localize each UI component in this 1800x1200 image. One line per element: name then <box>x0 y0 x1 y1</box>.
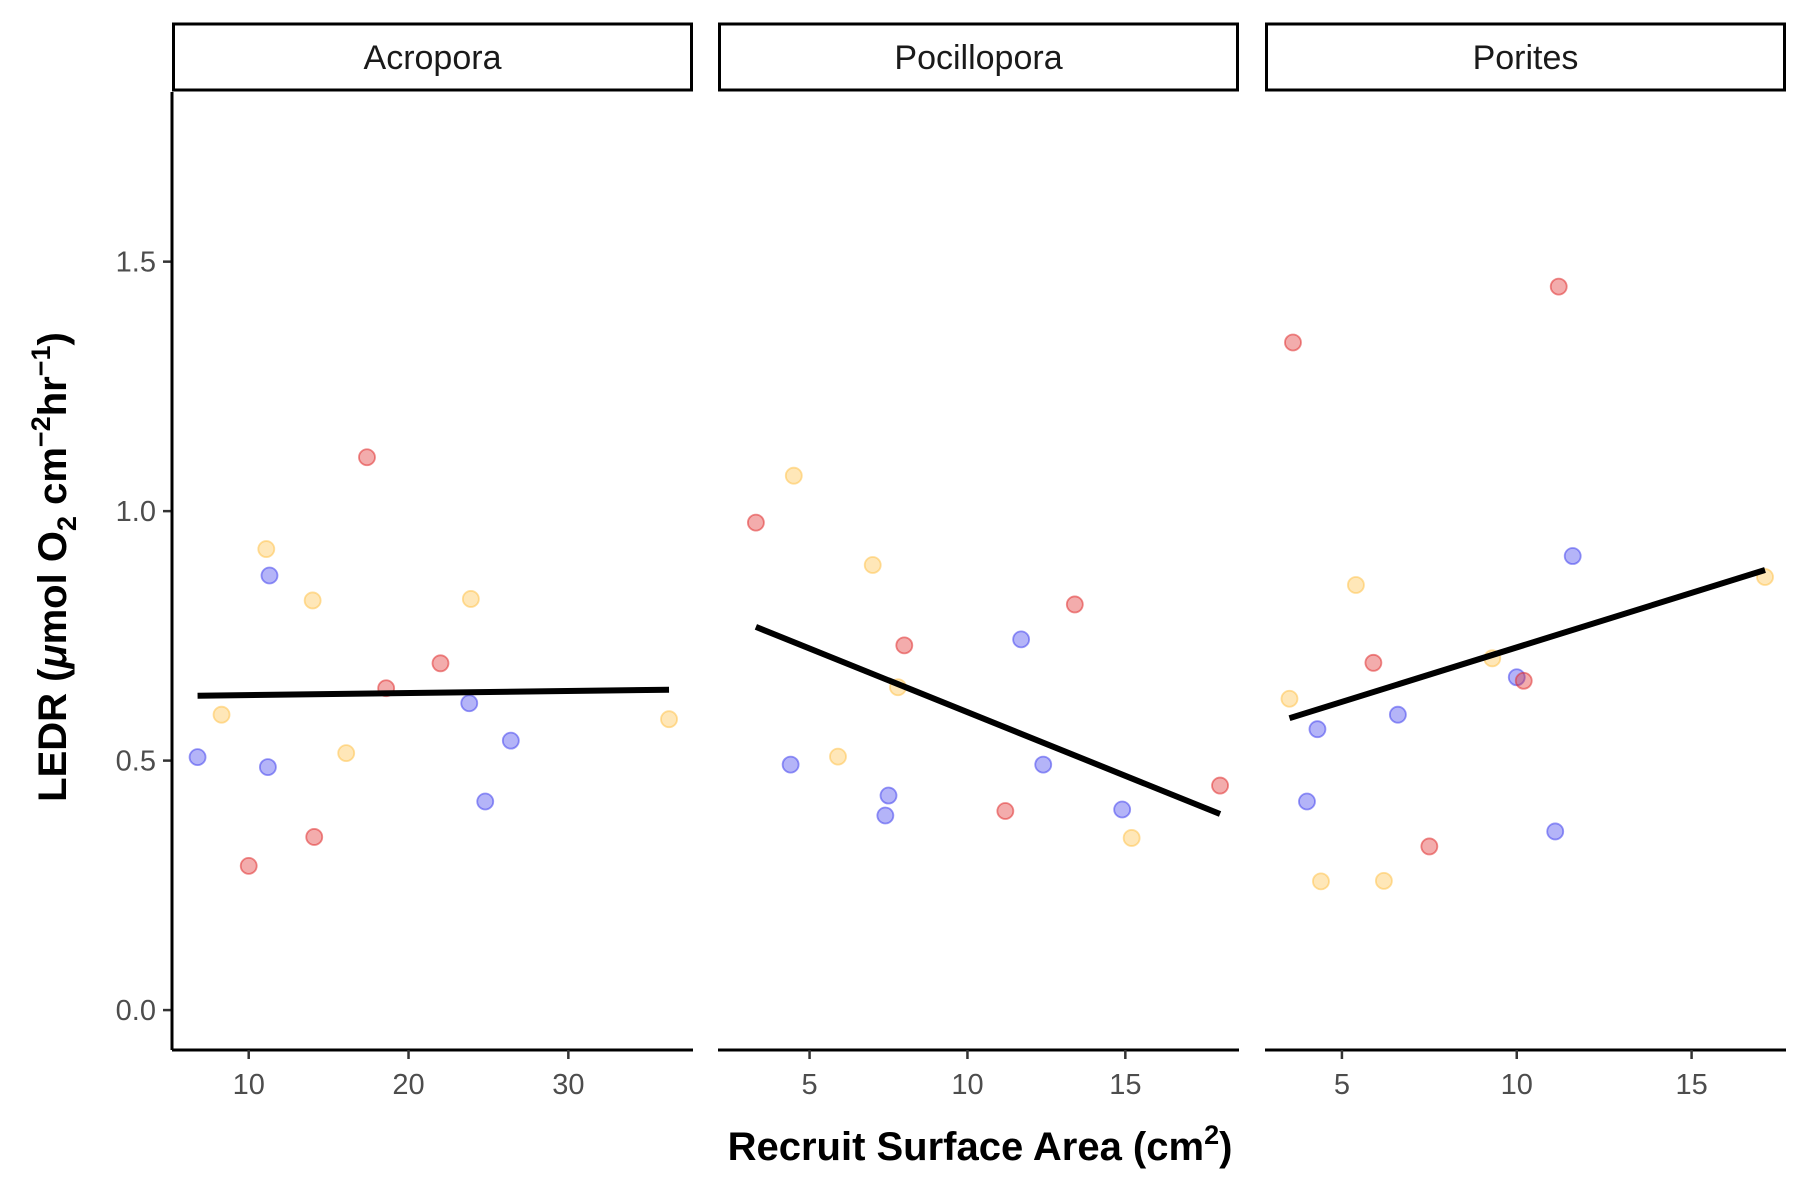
data-point <box>1374 871 1393 890</box>
facet-strip <box>718 22 1239 92</box>
facet-strip-label: Pocillopora <box>894 39 1062 77</box>
facet-panel-pocillopora: Pocillopora 5 10 15 <box>718 22 1239 1101</box>
x-tick-label: 30 <box>552 1069 584 1101</box>
data-point <box>1312 872 1330 891</box>
data-point <box>431 654 450 673</box>
data-point <box>781 755 800 774</box>
x-tick-label: 10 <box>951 1069 983 1101</box>
data-point <box>1514 671 1533 690</box>
facet-panel-acropora: Acropora 10 20 30 <box>172 22 693 1101</box>
data-point <box>212 705 231 724</box>
data-point <box>476 792 495 811</box>
trend-line <box>197 686 670 699</box>
y-tick-label: 1.5 <box>116 247 156 279</box>
data-point <box>303 591 322 610</box>
data-point <box>660 710 678 729</box>
y-tick-label: 1.0 <box>116 496 156 528</box>
x-tick-label: 10 <box>233 1069 265 1101</box>
facet-panels: Acropora 10 20 30 Pocillopora 5 10 15 Porites 5 10… <box>172 22 1786 1101</box>
data-point <box>1546 822 1565 841</box>
data-point <box>1211 776 1229 795</box>
x-axis-title: Recruit Surface Area (cm2) <box>728 1120 1233 1169</box>
y-axis: 0.0 0.5 1.0 1.5 <box>116 92 174 1050</box>
data-point <box>1298 792 1316 811</box>
data-point <box>258 758 277 776</box>
data-point <box>895 636 914 655</box>
data-point <box>1420 837 1439 856</box>
facet-strip-label: Porites <box>1473 39 1579 77</box>
data-point <box>460 694 479 713</box>
data-point <box>1012 630 1031 649</box>
data-point <box>1113 800 1132 819</box>
data-point <box>461 590 480 608</box>
x-tick-label: 15 <box>1109 1069 1141 1101</box>
data-point <box>746 513 765 532</box>
x-tick-label: 5 <box>1334 1069 1350 1101</box>
x-tick-label: 20 <box>392 1069 424 1101</box>
x-tick-label: 15 <box>1675 1069 1707 1101</box>
data-point <box>1034 755 1053 774</box>
data-point <box>1388 705 1407 724</box>
data-point <box>358 448 376 467</box>
data-point <box>1308 720 1327 739</box>
trend-line <box>1288 567 1766 722</box>
data-point <box>260 566 279 585</box>
y-tick-label: 0.5 <box>116 746 156 778</box>
data-point <box>305 828 324 846</box>
data-point <box>1347 576 1365 594</box>
data-point <box>501 731 520 750</box>
data-point <box>876 806 895 825</box>
y-axis-title: LEDR (μmol O2 cm−2hr−1) <box>26 332 82 802</box>
y-tick-label: 0.0 <box>116 995 156 1027</box>
data-point <box>1122 829 1141 847</box>
x-tick-label: 10 <box>1501 1069 1533 1101</box>
data-point <box>1065 595 1084 614</box>
data-point <box>829 747 847 766</box>
data-point <box>996 802 1015 820</box>
data-point <box>879 786 898 805</box>
data-point <box>239 856 258 875</box>
data-point <box>1284 333 1302 352</box>
data-point <box>1563 547 1582 565</box>
data-point <box>1280 689 1299 708</box>
data-point <box>1364 653 1383 672</box>
facet-strip <box>172 22 693 92</box>
x-tick-label: 5 <box>801 1069 817 1101</box>
data-point <box>1549 277 1568 296</box>
data-point <box>257 540 276 558</box>
facet-panel-porites: Porites 5 10 15 <box>1265 22 1786 1101</box>
data-point <box>863 556 882 574</box>
facet-strip <box>1265 22 1786 92</box>
facet-strip-label: Acropora <box>364 39 502 77</box>
trend-line <box>754 624 1222 817</box>
data-point <box>784 466 803 485</box>
data-point <box>188 748 207 767</box>
data-point <box>337 744 356 763</box>
